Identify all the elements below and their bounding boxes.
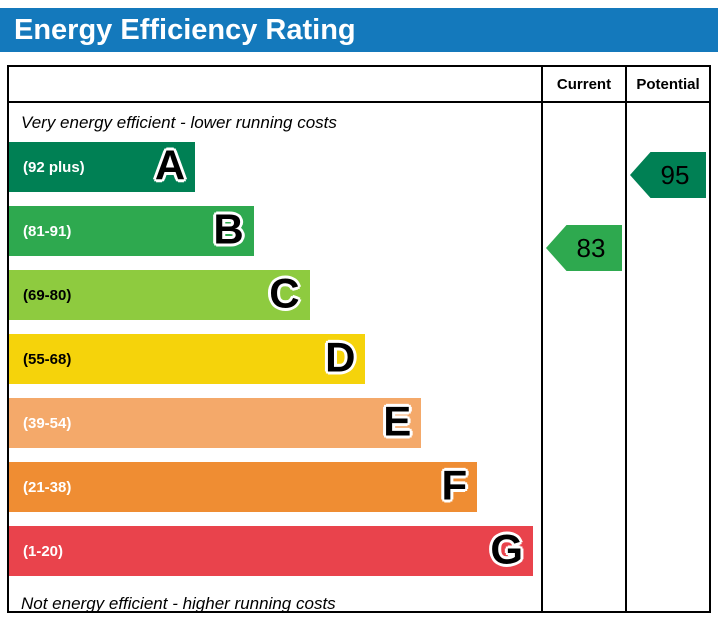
current-rating-arrow: 83	[546, 225, 622, 271]
band-a: (92 plus) A	[9, 141, 196, 192]
band-range-label: (81-91)	[23, 222, 72, 240]
band-range-label: (55-68)	[23, 350, 72, 368]
potential-rating-arrow: 95	[630, 152, 706, 198]
table-header-spacer	[9, 67, 541, 101]
current-column: 83	[541, 103, 625, 611]
rating-bands: (92 plus) A (81-91) B (69-80) C (55-68) …	[9, 142, 541, 576]
band-letter: F	[441, 461, 468, 509]
band-letter: A	[154, 141, 186, 189]
table-header-row: Current Potential	[9, 67, 709, 103]
band-f: (21-38) F	[9, 461, 478, 512]
band-letter: D	[325, 333, 356, 381]
page-title: Energy Efficiency Rating	[0, 8, 718, 52]
band-e: (39-54) E	[9, 397, 422, 448]
band-range-label: (92 plus)	[23, 158, 85, 176]
potential-rating-value: 95	[660, 159, 690, 190]
current-column-header: Current	[541, 67, 625, 101]
top-note: Very energy efficient - lower running co…	[21, 113, 337, 132]
potential-column: 95	[625, 103, 709, 611]
band-range-label: (69-80)	[23, 286, 72, 304]
bottom-note: Not energy efficient - higher running co…	[21, 594, 336, 611]
band-letter: G	[490, 525, 524, 573]
band-range-label: (39-54)	[23, 414, 72, 432]
band-letter: E	[383, 397, 412, 445]
rating-scale-column: Very energy efficient - lower running co…	[9, 103, 541, 611]
band-range-label: (1-20)	[23, 542, 64, 560]
band-b: (81-91) B	[9, 206, 254, 256]
band-c: (69-80) C	[9, 270, 310, 320]
band-range-label: (21-38)	[23, 478, 72, 496]
band-g: (1-20) G	[9, 525, 534, 576]
rating-table: Current Potential Very energy efficient …	[7, 65, 711, 613]
band-letter: C	[269, 269, 300, 317]
band-d: (55-68) D	[9, 333, 366, 384]
potential-column-header: Potential	[625, 67, 709, 101]
band-letter: B	[213, 205, 244, 253]
table-body: Very energy efficient - lower running co…	[9, 103, 709, 611]
current-rating-value: 83	[576, 232, 606, 263]
